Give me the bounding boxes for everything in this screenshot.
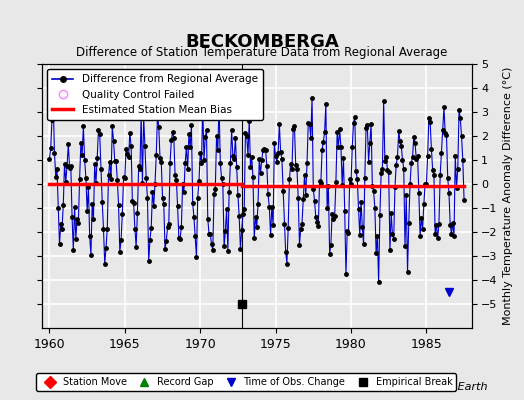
Y-axis label: Monthly Temperature Anomaly Difference (°C): Monthly Temperature Anomaly Difference (… — [504, 67, 514, 325]
Legend: Station Move, Record Gap, Time of Obs. Change, Empirical Break: Station Move, Record Gap, Time of Obs. C… — [36, 373, 456, 391]
Text: Berkeley Earth: Berkeley Earth — [405, 382, 487, 392]
Text: Difference of Station Temperature Data from Regional Average: Difference of Station Temperature Data f… — [77, 46, 447, 59]
Legend: Difference from Regional Average, Quality Control Failed, Estimated Station Mean: Difference from Regional Average, Qualit… — [47, 69, 263, 120]
Text: BECKOMBERGA: BECKOMBERGA — [185, 33, 339, 51]
